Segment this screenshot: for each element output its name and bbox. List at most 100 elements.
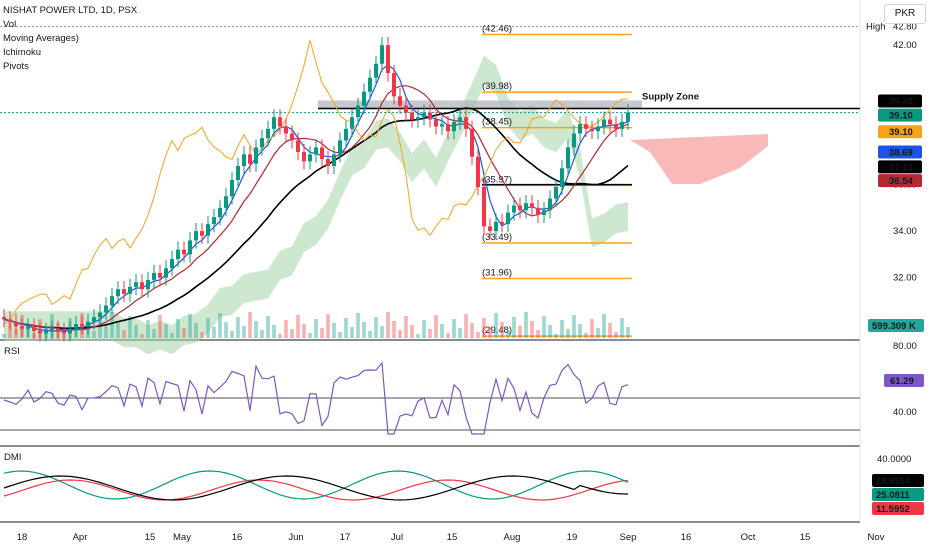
candle-body xyxy=(248,154,252,164)
candle-body xyxy=(236,166,240,180)
candle-body xyxy=(596,126,600,132)
volume-bar xyxy=(506,331,510,338)
adx-line xyxy=(3,475,629,501)
volume-bar xyxy=(398,330,402,338)
candle-body xyxy=(320,147,324,160)
candle-body xyxy=(110,296,114,306)
volume-bar xyxy=(152,329,156,338)
volume-bar xyxy=(518,326,522,338)
price-axis-tick: 42.80 xyxy=(893,22,917,33)
volume-bar xyxy=(338,332,342,338)
volume-bar xyxy=(350,327,354,338)
candle-body xyxy=(524,203,528,211)
candle-body xyxy=(452,121,456,132)
price-tag xyxy=(878,145,922,159)
supply-zone-label: Supply Zone xyxy=(642,91,699,102)
volume-bar xyxy=(140,334,144,338)
fib-label: (33.49) xyxy=(482,232,512,243)
volume-bar xyxy=(248,312,252,338)
candle-body xyxy=(194,231,198,241)
volume-bar xyxy=(302,324,306,338)
volume-bar xyxy=(254,321,258,338)
rsi-pane-label: RSI xyxy=(4,346,20,357)
candle-body xyxy=(356,105,360,118)
volume-bar xyxy=(464,314,468,338)
volume-bar xyxy=(362,322,366,338)
volume-bar xyxy=(626,327,630,338)
dmi-tag-text: 25.0811 xyxy=(876,490,911,501)
candle-body xyxy=(56,328,60,332)
dmi-tag xyxy=(872,474,924,487)
time-axis-tick: 15 xyxy=(145,532,156,543)
candle-body xyxy=(590,128,594,132)
volume-bar xyxy=(242,326,246,338)
candle-body xyxy=(464,117,468,129)
legend-item-vol[interactable]: Vol xyxy=(3,19,17,30)
candle-body xyxy=(182,249,186,255)
volume-bar xyxy=(482,318,486,338)
candle-body xyxy=(122,289,126,294)
candle-body xyxy=(284,126,288,134)
legend-item-pivots[interactable]: Pivots xyxy=(3,61,29,72)
legend-title: NISHAT POWER LTD, 1D, PSX xyxy=(3,5,138,16)
volume-bar xyxy=(386,312,390,338)
volume-bar xyxy=(512,317,516,338)
price-tag-text: 39.10 xyxy=(889,111,913,122)
volume-bar xyxy=(200,332,204,338)
candle-body xyxy=(308,154,312,162)
price-tag xyxy=(878,108,922,122)
time-axis-tick: 19 xyxy=(567,532,578,543)
dmi-axis-tick: 40.0000 xyxy=(877,454,911,465)
volume-bar xyxy=(374,317,378,338)
ichimoku-cloud xyxy=(4,55,628,355)
candle-body xyxy=(578,124,582,134)
time-axis-tick: Jul xyxy=(391,532,403,543)
rsi-axis-tick: 80.00 xyxy=(893,341,917,352)
volume-bar xyxy=(278,334,282,338)
volume-bar xyxy=(296,315,300,338)
volume-bar xyxy=(380,326,384,338)
volume-bar xyxy=(368,331,372,338)
volume-bar xyxy=(458,328,462,338)
rsi-line xyxy=(3,361,629,435)
volume-bar xyxy=(536,330,540,338)
price-axis-tick: 42.00 xyxy=(893,40,917,51)
high-label: High xyxy=(866,22,886,33)
fib-label: (39.98) xyxy=(482,81,512,92)
candle-body xyxy=(368,77,372,92)
volume-bar xyxy=(560,320,564,338)
volume-bar xyxy=(440,324,444,338)
candle-body xyxy=(506,212,510,225)
candle-body xyxy=(290,133,294,141)
volume-bar xyxy=(290,329,294,338)
volume-bar xyxy=(320,328,324,338)
volume-bar xyxy=(344,318,348,338)
rsi-tag xyxy=(884,374,924,387)
legend-item-ma[interactable]: Moving Averages) xyxy=(3,33,79,44)
price-tag xyxy=(878,174,922,188)
volume-bar xyxy=(524,312,528,338)
candle-body xyxy=(8,319,12,322)
volume-bar xyxy=(446,333,450,338)
candle-body xyxy=(350,117,354,129)
volume-bar xyxy=(110,312,114,338)
candle-body xyxy=(164,268,168,278)
candle-body xyxy=(476,156,480,187)
time-axis-tick: 15 xyxy=(447,532,458,543)
candle-body xyxy=(188,240,192,255)
currency-button[interactable]: PKR xyxy=(884,4,926,24)
price-tag-text: 38.69 xyxy=(889,147,913,158)
volume-bar xyxy=(176,319,180,338)
volume-bar xyxy=(332,323,336,338)
time-axis-tick: May xyxy=(173,532,191,543)
time-axis-tick: Sep xyxy=(620,532,637,543)
legend-item-ichimoku[interactable]: Ichimoku xyxy=(3,47,42,58)
fib-label: (38.45) xyxy=(482,117,512,128)
candle-body xyxy=(14,321,18,327)
candle-body xyxy=(32,326,36,332)
candle-body xyxy=(212,217,216,225)
volume-bar xyxy=(104,326,108,338)
time-axis-tick: Oct xyxy=(741,532,756,543)
fib-label: (42.46) xyxy=(482,23,512,34)
